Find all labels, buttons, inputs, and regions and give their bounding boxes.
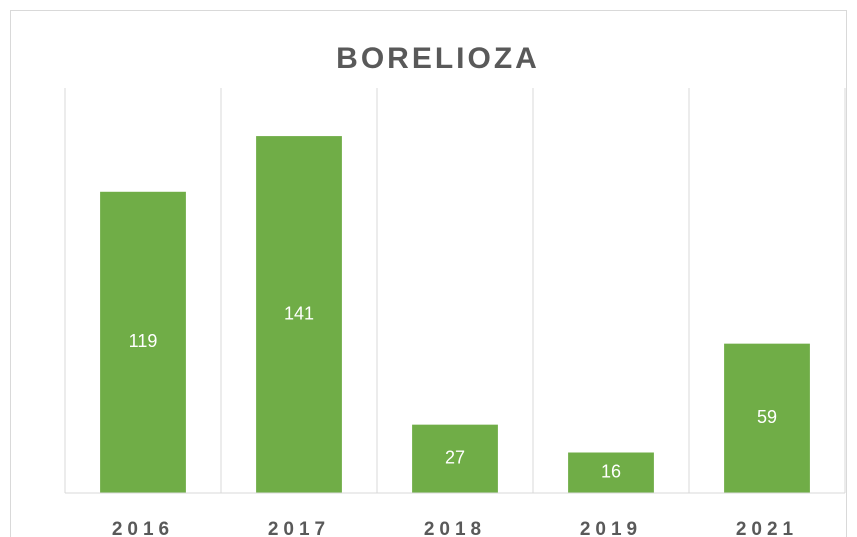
bar [412, 424, 498, 493]
bar [724, 343, 810, 493]
bar [256, 136, 342, 493]
x-tick-label: 2016 [112, 519, 174, 537]
data-label: 141 [284, 303, 314, 323]
bar [100, 191, 186, 493]
data-label: 119 [129, 331, 158, 351]
data-label: 27 [445, 448, 465, 468]
chart-title: BORELIOZA [336, 42, 540, 75]
x-tick-label: 2018 [424, 519, 486, 537]
data-label: 59 [757, 407, 777, 427]
x-tick-label: 2019 [580, 519, 642, 537]
x-tick-label: 2017 [268, 519, 330, 537]
data-label: 16 [601, 462, 621, 482]
x-tick-label: 2021 [736, 519, 798, 537]
bar [568, 452, 654, 493]
